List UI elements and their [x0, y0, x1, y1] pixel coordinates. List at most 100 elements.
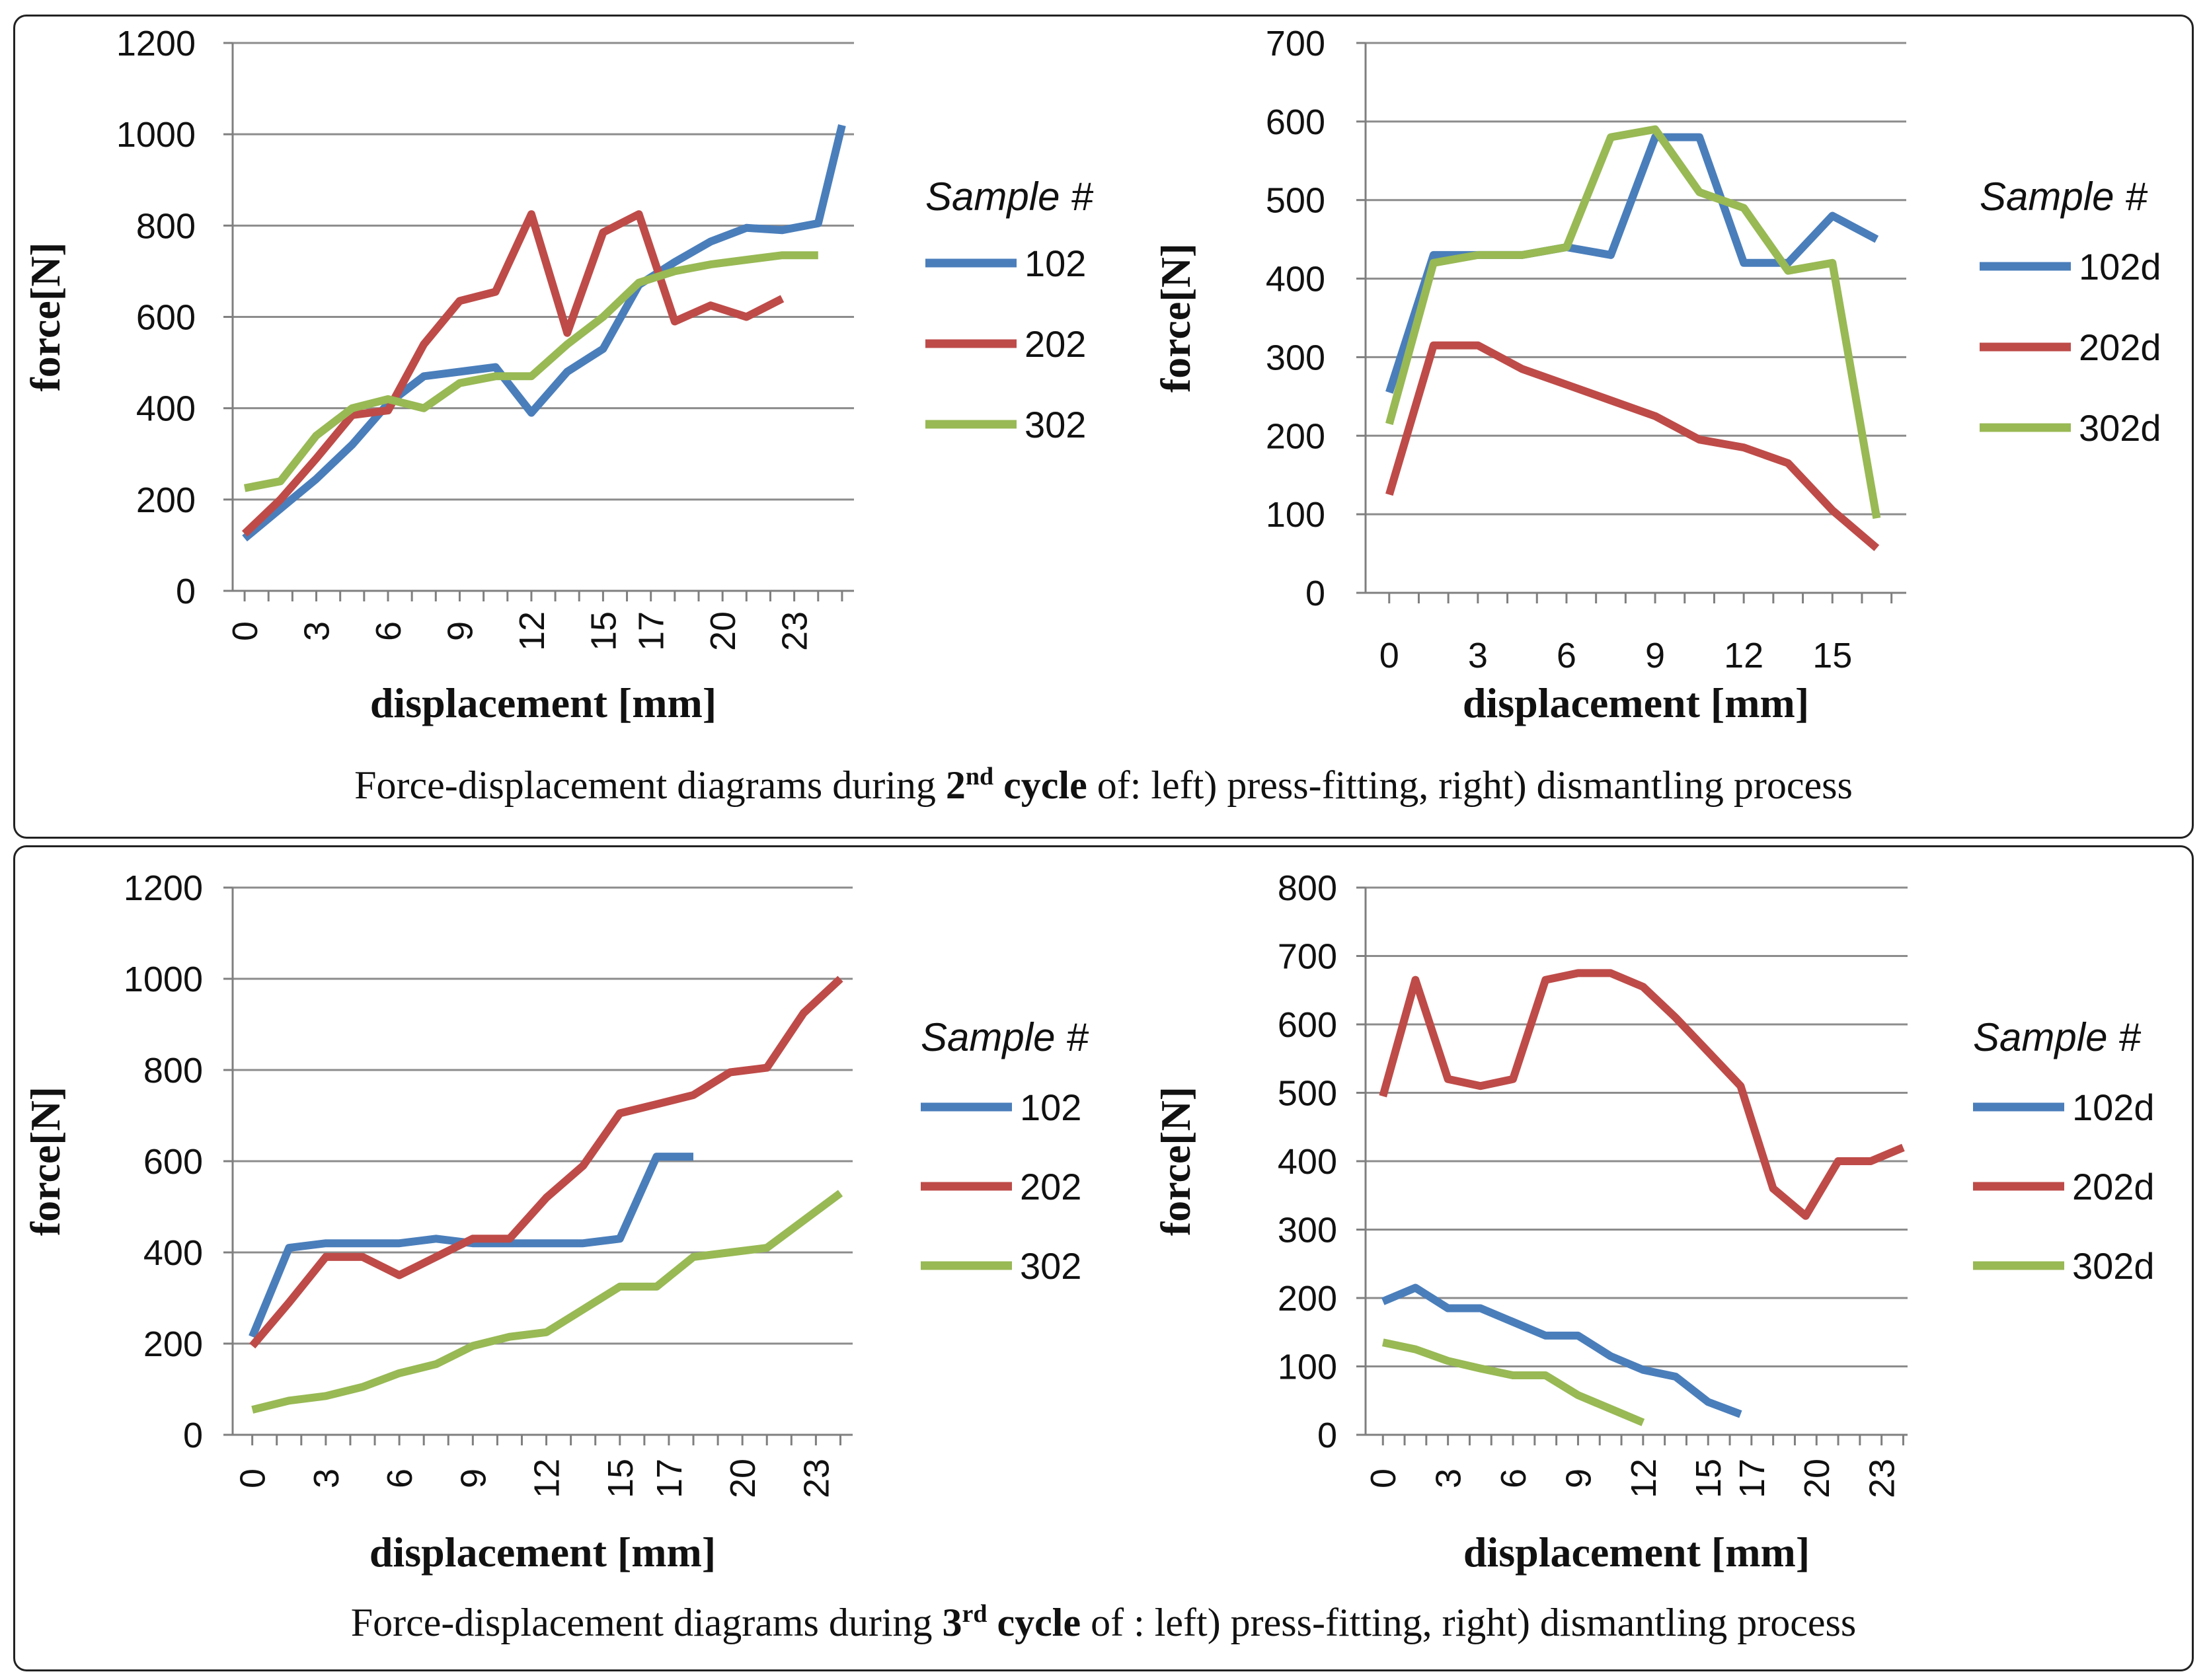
- chart-cycle2-press-fitting: 0 200 400 600 800 1000 1200 0 3 6 9 12 15 17 20 23 displ…: [22, 24, 1093, 726]
- series-line-202d: [1385, 341, 1880, 551]
- series-line-102d: [1381, 1283, 1742, 1418]
- caption-text: of : left) press-fitting, right) dismant…: [1081, 1601, 1857, 1644]
- y-tick-label: 200: [143, 1324, 203, 1364]
- x-tick-label: 15: [601, 1459, 640, 1498]
- y-tick-label: 500: [1266, 181, 1325, 221]
- y-tick-label: 600: [136, 298, 196, 338]
- legend-label-202d: 202d: [2072, 1166, 2155, 1207]
- caption-cycle-word: cycle: [987, 1601, 1081, 1644]
- y-tick-label: 600: [1278, 1005, 1337, 1045]
- x-tick-label: 15: [1812, 636, 1852, 675]
- y-tick-label: 0: [1317, 1416, 1337, 1455]
- y-tick-label: 100: [1278, 1348, 1337, 1387]
- legend-label-102d: 102d: [2072, 1087, 2155, 1128]
- x-tick-label: 12: [1724, 636, 1763, 675]
- legend-label-302d: 302d: [2079, 407, 2161, 449]
- caption-ordinal: nd: [965, 763, 994, 790]
- x-tick-label: 23: [1863, 1459, 1902, 1498]
- legend-label-302: 302: [1025, 404, 1086, 445]
- caption-ordinal: rd: [962, 1600, 987, 1628]
- series-line-302: [251, 1190, 843, 1414]
- y-tick-label: 1000: [124, 960, 203, 999]
- y-axis-title: force[N]: [1152, 243, 1199, 393]
- y-axis-title: force[N]: [22, 1087, 69, 1236]
- y-tick-label: 700: [1266, 24, 1325, 63]
- y-tick-label: 700: [1278, 937, 1337, 977]
- series-line-302d: [1381, 1338, 1645, 1426]
- caption-text: Force-displacement diagrams during: [354, 763, 946, 807]
- y-tick-label: 800: [1278, 868, 1337, 908]
- x-axis-title: displacement [mm]: [1463, 1529, 1810, 1576]
- caption-cycle-number: 3: [942, 1601, 962, 1644]
- x-tick-label: 3: [297, 621, 337, 641]
- legend-label-202: 202: [1020, 1166, 1081, 1207]
- y-tick-label: 600: [1266, 102, 1325, 142]
- x-tick-label: 6: [380, 1469, 420, 1488]
- x-tick-label: 9: [440, 621, 480, 641]
- legend-label-102: 102: [1025, 243, 1086, 284]
- x-tick-label: 6: [1494, 1469, 1533, 1488]
- y-tick-label: 400: [1278, 1142, 1337, 1182]
- x-axis-title: displacement [mm]: [369, 1529, 716, 1576]
- x-tick-label: 9: [1559, 1469, 1598, 1488]
- x-tick-label: 0: [1379, 636, 1399, 675]
- x-tick-label: 12: [512, 611, 552, 651]
- y-tick-label: 1200: [116, 24, 196, 63]
- caption-cycle3: Force-displacement diagrams during 3rd c…: [15, 1599, 2192, 1646]
- caption-text: Force-displacement diagrams during: [350, 1601, 943, 1644]
- y-tick-label: 1000: [116, 115, 196, 155]
- x-tick-label: 20: [703, 611, 743, 651]
- y-tick-label: 300: [1278, 1211, 1337, 1250]
- y-tick-label: 600: [143, 1142, 203, 1182]
- y-tick-label: 200: [1266, 416, 1325, 456]
- y-tick-label: 100: [1266, 495, 1325, 535]
- legend-title: Sample #: [921, 1015, 1089, 1059]
- y-tick-label: 400: [136, 389, 196, 429]
- y-tick-label: 300: [1266, 338, 1325, 377]
- x-tick-label: 23: [796, 1459, 836, 1498]
- legend-label-102: 102: [1020, 1087, 1081, 1128]
- legend-label-302: 302: [1020, 1245, 1081, 1287]
- x-tick-label: 9: [453, 1469, 493, 1488]
- y-tick-label: 0: [183, 1416, 203, 1455]
- legend-label-102d: 102d: [2079, 246, 2161, 287]
- panel-cycle2: Force-displacement diagrams during 2nd c…: [13, 15, 2194, 839]
- x-tick-label: 17: [632, 611, 672, 651]
- legend-label-202d: 202d: [2079, 326, 2161, 368]
- y-tick-label: 500: [1278, 1074, 1337, 1114]
- y-tick-label: 0: [176, 572, 196, 611]
- legend-title: Sample #: [1973, 1015, 2141, 1059]
- y-tick-label: 400: [143, 1233, 203, 1273]
- x-tick-label: 3: [307, 1469, 346, 1488]
- y-tick-label: 1200: [124, 868, 203, 908]
- y-tick-label: 800: [143, 1051, 203, 1090]
- series-line-102: [242, 124, 846, 542]
- legend-label-202: 202: [1025, 323, 1086, 365]
- x-tick-label: 17: [650, 1459, 689, 1498]
- x-tick-label: 3: [1468, 636, 1488, 675]
- x-tick-label: 23: [775, 611, 815, 651]
- y-tick-label: 400: [1266, 260, 1325, 299]
- series-line-202: [249, 975, 843, 1349]
- x-tick-label: 17: [1732, 1459, 1772, 1498]
- series-line-102: [249, 1153, 693, 1338]
- chart-cycle2-dismantling: 0 100 200 300 400 500 600 700 0 3 6 9 12 15displaceme…: [1152, 24, 2161, 726]
- x-tick-label: 9: [1645, 636, 1665, 675]
- x-tick-label: 0: [225, 621, 265, 641]
- x-tick-label: 6: [1557, 636, 1576, 675]
- series-line-202: [241, 210, 785, 537]
- legend-label-302d: 302d: [2072, 1245, 2155, 1287]
- legend-title: Sample #: [925, 174, 1093, 219]
- x-tick-label: 6: [369, 621, 408, 641]
- x-tick-label: 20: [1797, 1459, 1837, 1498]
- x-tick-label: 0: [1364, 1469, 1403, 1488]
- x-tick-label: 12: [1624, 1459, 1664, 1498]
- y-tick-label: 200: [136, 480, 196, 520]
- chart-cycle3-dismantling: 0 100 200 300 400 500 600 700 800 0 3 6 9 12 15 17 20 23 d…: [1152, 868, 2155, 1576]
- x-tick-label: 3: [1429, 1469, 1469, 1488]
- series-line-302: [243, 251, 818, 492]
- x-axis-title: displacement [mm]: [1463, 679, 1809, 726]
- series-line-302d: [1385, 125, 1881, 519]
- y-tick-label: 800: [136, 206, 196, 246]
- x-tick-label: 12: [527, 1459, 567, 1498]
